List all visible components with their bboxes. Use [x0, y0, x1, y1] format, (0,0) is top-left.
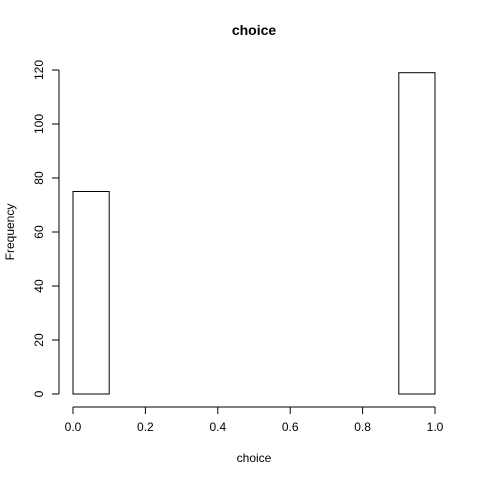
y-tick-label: 60	[32, 225, 46, 239]
x-tick-label: 1.0	[427, 420, 444, 434]
histogram-bar	[399, 73, 435, 394]
x-tick-label: 0.0	[65, 420, 82, 434]
x-tick-label: 0.4	[209, 420, 226, 434]
x-tick-label: 0.8	[354, 420, 371, 434]
y-axis-label: Frequency	[3, 204, 17, 261]
x-axis-label: choice	[237, 451, 272, 465]
y-tick-label: 20	[32, 333, 46, 347]
x-tick-label: 0.6	[282, 420, 299, 434]
histogram-bar	[73, 192, 109, 395]
y-tick-label: 120	[32, 60, 46, 80]
y-tick-label: 0	[32, 390, 46, 397]
chart-title: choice	[232, 22, 277, 38]
bars-group	[73, 73, 435, 394]
y-axis: 0 20 40 60 80 100 120	[32, 60, 59, 398]
y-tick-label: 80	[32, 171, 46, 185]
x-axis: 0.0 0.2 0.4 0.6 0.8 1.0	[65, 407, 444, 434]
y-tick-label: 40	[32, 279, 46, 293]
y-tick-label: 100	[32, 114, 46, 134]
x-tick-label: 0.2	[137, 420, 154, 434]
